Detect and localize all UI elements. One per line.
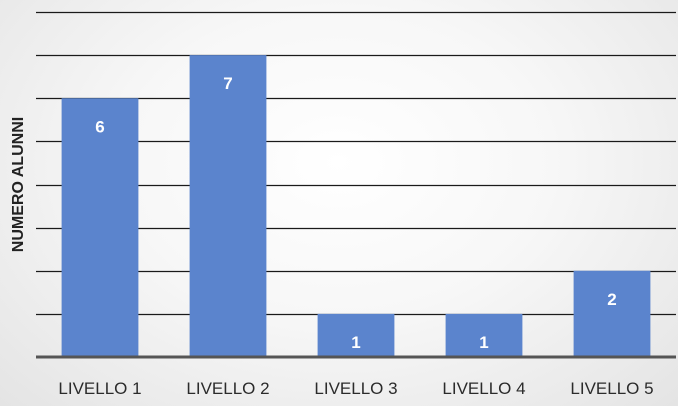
gridlines [36, 11, 676, 316]
y-axis-title: NUMERO ALUNNI [10, 117, 27, 252]
category-labels: LIVELLO 1 LIVELLO 2 LIVELLO 3 LIVELLO 4 LIVE… [58, 379, 653, 398]
data-labels: 6 7 1 1 2 [95, 74, 616, 352]
data-label: 1 [479, 333, 488, 352]
data-label: 2 [607, 290, 616, 309]
category-label: LIVELLO 2 [186, 379, 269, 398]
bar [189, 55, 267, 357]
bar [445, 313, 523, 357]
category-label: LIVELLO 4 [442, 379, 525, 398]
category-label: LIVELLO 5 [570, 379, 653, 398]
data-label: 6 [95, 117, 104, 136]
data-label: 7 [223, 74, 232, 93]
category-label: LIVELLO 1 [58, 379, 141, 398]
category-label: LIVELLO 3 [314, 379, 397, 398]
bar [317, 313, 395, 357]
bars [61, 55, 651, 357]
data-label: 1 [351, 333, 360, 352]
bar [573, 270, 651, 357]
bar [61, 98, 139, 357]
